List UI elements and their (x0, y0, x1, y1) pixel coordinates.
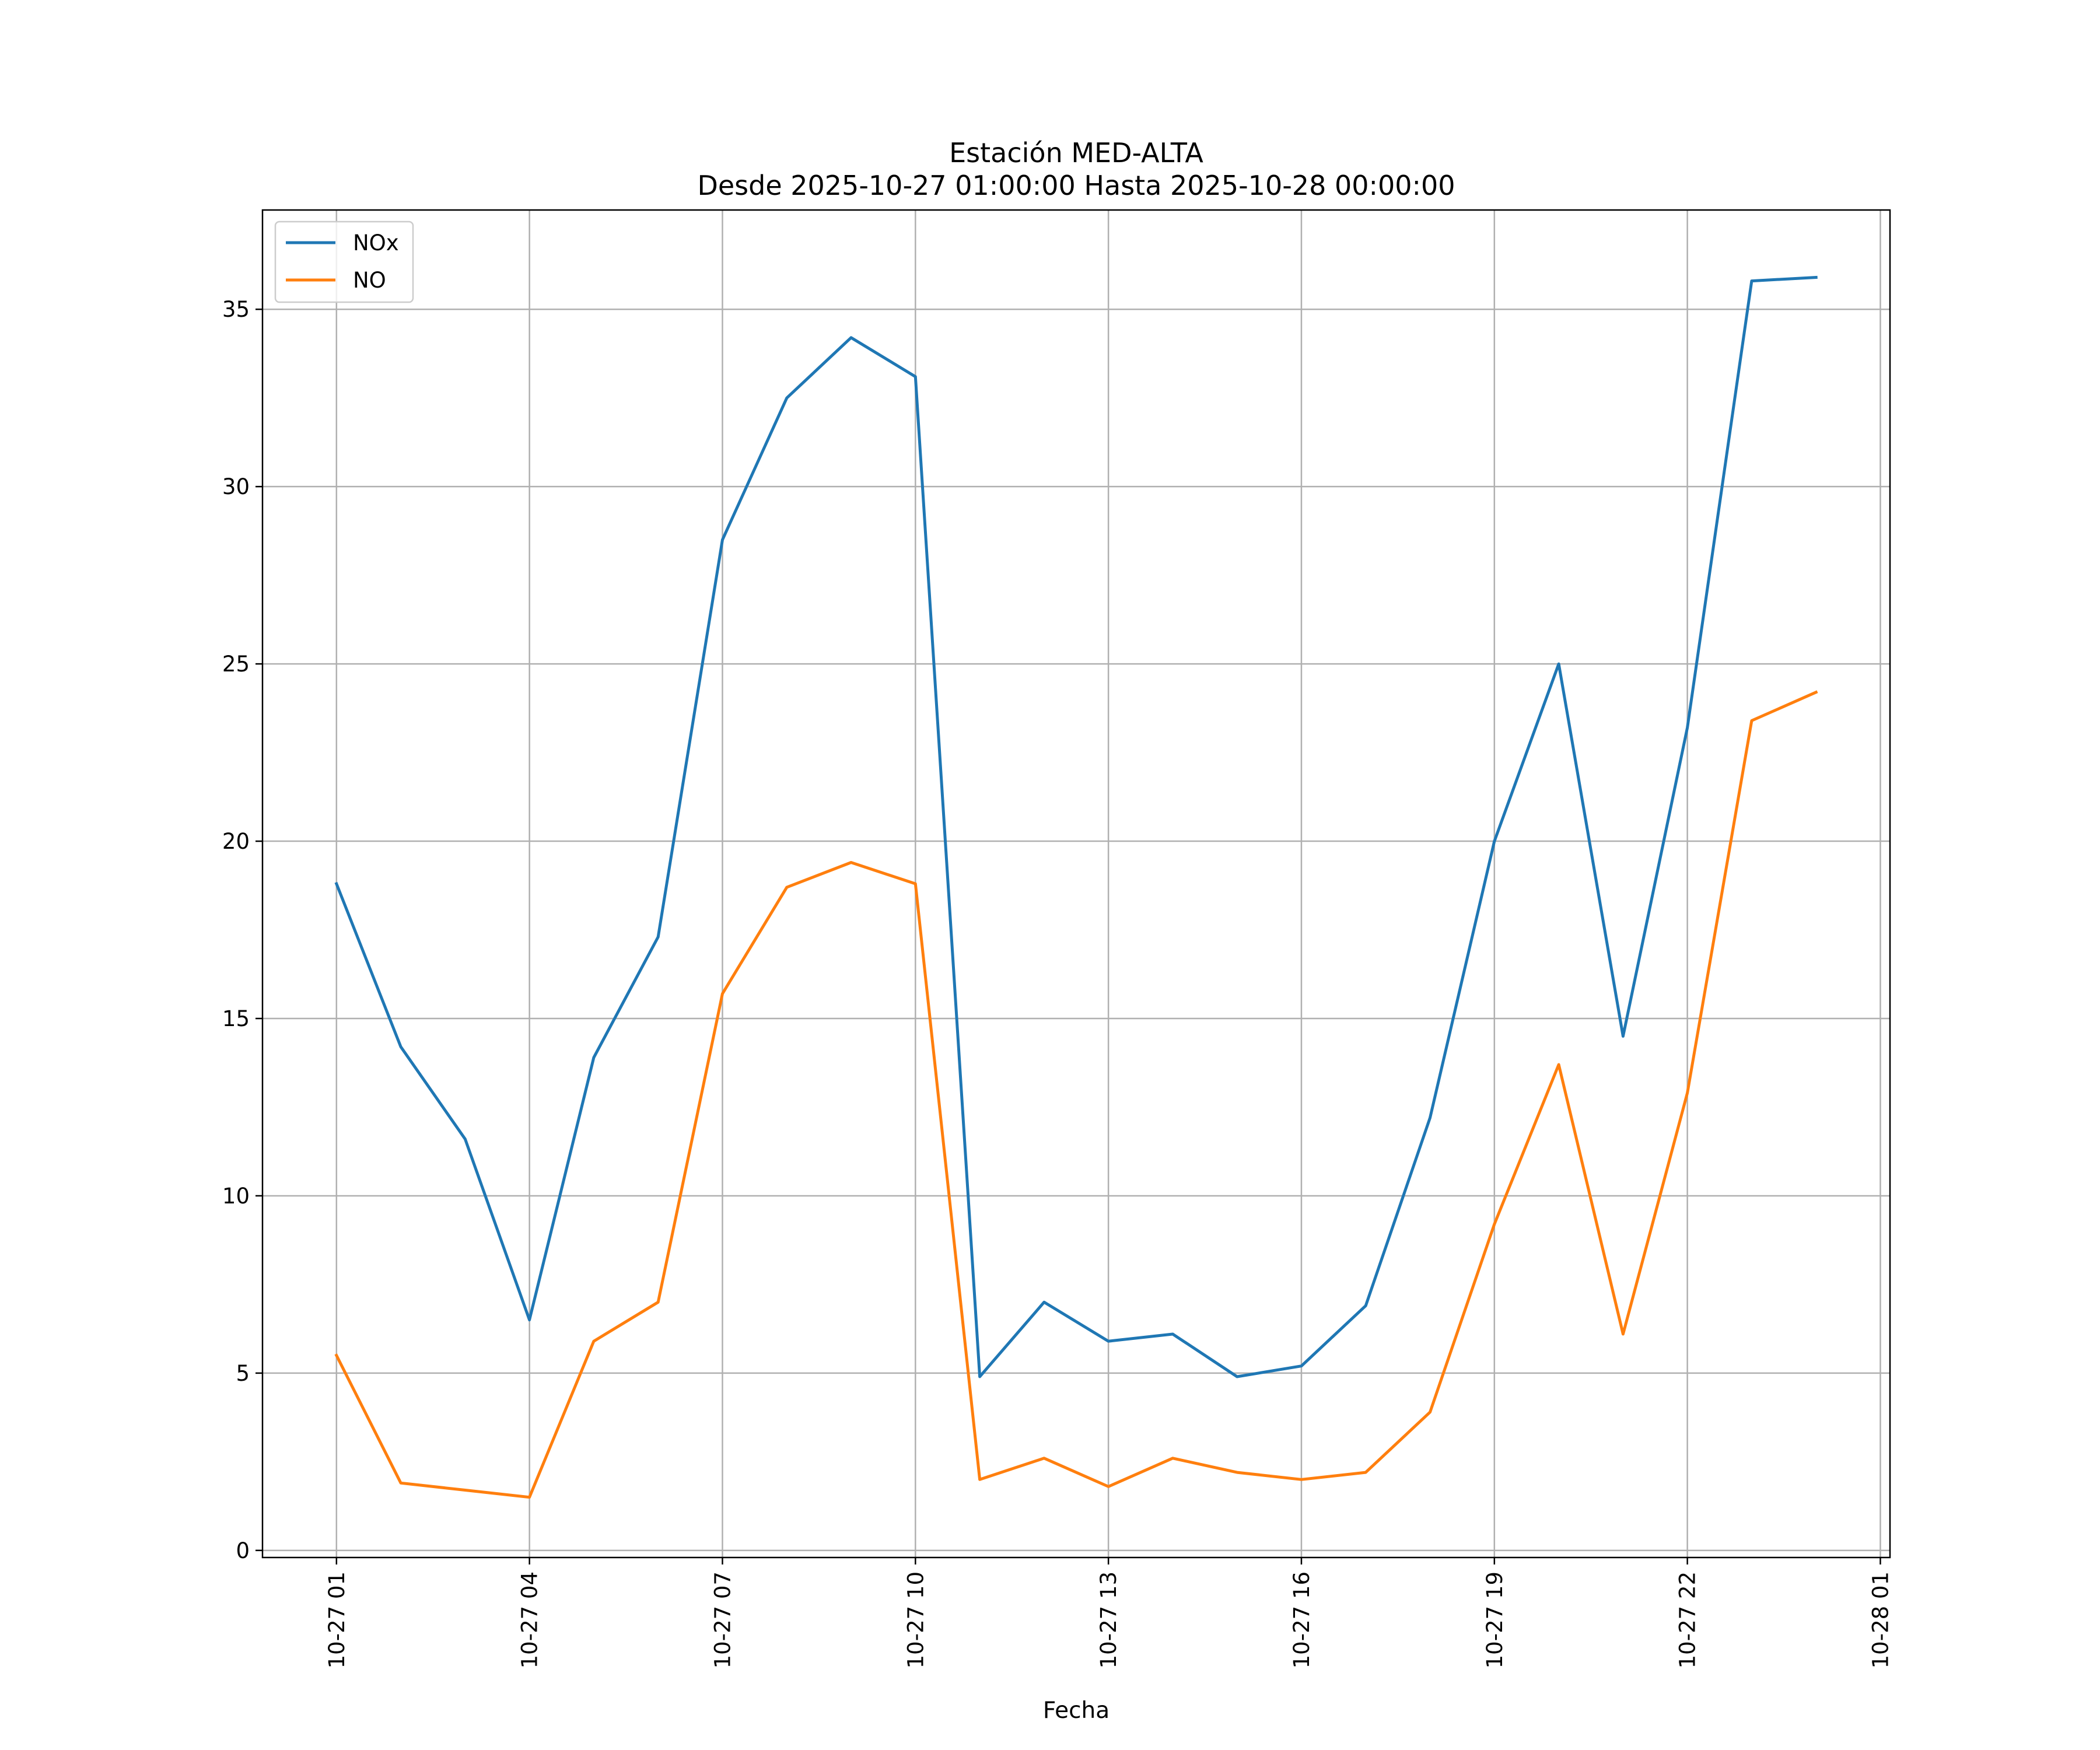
y-tick-label: 20 (222, 829, 250, 854)
series-line-nox (334, 275, 1818, 1378)
x-tick-label: 10-27 10 (903, 1572, 928, 1668)
y-tick-label: 35 (222, 297, 250, 322)
x-tick-label: 10-27 19 (1482, 1572, 1507, 1668)
y-tick-label: 5 (236, 1361, 250, 1386)
x-tick-label: 10-28 01 (1868, 1572, 1893, 1668)
legend: NOx NO (274, 220, 414, 303)
x-tick-label: 10-27 04 (517, 1572, 542, 1668)
y-tick-label: 30 (222, 474, 250, 499)
series-layer (334, 275, 1818, 1499)
legend-label-nox: NOx (353, 230, 399, 256)
plot-area (262, 210, 1890, 1558)
legend-label-no: NO (353, 268, 386, 293)
x-axis-label: Fecha (1043, 1698, 1110, 1724)
x-tick-label: 10-27 07 (710, 1572, 735, 1668)
y-tick-label: 25 (222, 652, 250, 677)
y-tick-label: 15 (222, 1006, 250, 1031)
chart-subtitle: Desde 2025-10-27 01:00:00 Hasta 2025-10-… (697, 170, 1455, 201)
x-tick-label: 10-27 13 (1096, 1572, 1121, 1668)
y-tick-label: 0 (236, 1538, 250, 1563)
grid (262, 210, 1890, 1558)
plot-frame (261, 209, 1891, 1559)
x-tick-label: 10-27 22 (1675, 1572, 1700, 1668)
x-tick-label: 10-27 01 (324, 1572, 349, 1668)
axis-ticks: 0 5 10 15 20 25 30 35 10-27 01 10-27 04 10-27 07 10… (222, 297, 1894, 1668)
chart-title: Estación MED-ALTA (949, 137, 1203, 169)
y-tick-label: 10 (222, 1184, 250, 1209)
series-line-no (334, 690, 1818, 1499)
x-tick-label: 10-27 16 (1289, 1572, 1314, 1668)
